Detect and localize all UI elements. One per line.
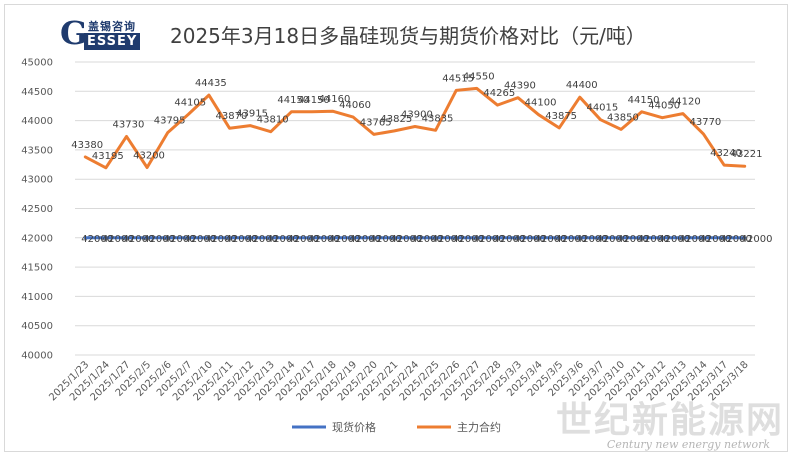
futures-data-label: 44160 — [319, 94, 351, 105]
futures-data-label: 44435 — [195, 78, 227, 89]
futures-data-label: 43240 — [710, 148, 742, 159]
futures-data-label: 43810 — [257, 115, 289, 126]
futures-data-label: 43900 — [401, 109, 433, 120]
spot-data-label: 42000 — [123, 234, 155, 245]
futures-data-label: 43765 — [360, 117, 392, 128]
futures-data-label: 44060 — [339, 100, 371, 111]
futures-data-label: 43915 — [236, 109, 268, 120]
y-tick-label: 40000 — [21, 351, 53, 362]
legend-spot-label: 现货价格 — [332, 420, 376, 434]
spot-data-label: 42000 — [349, 234, 381, 245]
legend-futures-label: 主力合约 — [457, 420, 501, 434]
futures-data-label: 44120 — [669, 97, 701, 108]
spot-data-label: 42000 — [617, 234, 649, 245]
futures-data-label: 43870 — [216, 111, 248, 122]
spot-data-label: 42000 — [699, 234, 731, 245]
spot-data-label: 42000 — [102, 234, 134, 245]
futures-data-label: 43380 — [71, 140, 103, 151]
spot-data-label: 42000 — [473, 234, 505, 245]
logo-chinese: 盖锡咨询 — [88, 20, 136, 33]
spot-data-label: 42000 — [308, 234, 340, 245]
spot-data-label: 42000 — [535, 234, 567, 245]
spot-data-label: 42000 — [143, 234, 175, 245]
y-tick-label: 42500 — [21, 204, 53, 215]
spot-data-label: 42000 — [411, 234, 443, 245]
y-tick-label: 42000 — [21, 233, 53, 244]
futures-data-label: 44150 — [277, 95, 309, 106]
futures-data-label: 43795 — [154, 116, 186, 127]
logo-english: ESSEY — [84, 33, 141, 50]
y-tick-label: 40500 — [21, 321, 53, 332]
futures-data-label: 43195 — [92, 151, 124, 162]
spot-data-label: 42000 — [576, 234, 608, 245]
futures-data-label: 43825 — [380, 114, 412, 125]
futures-data-label: 44265 — [483, 88, 515, 99]
gessey-logo: G 盖锡咨询 ESSEY — [60, 14, 141, 54]
y-tick-label: 43500 — [21, 145, 53, 156]
chart-title: 2025年3月18日多晶硅现货与期货价格对比（元/吨） — [170, 24, 646, 48]
spot-data-label: 42000 — [741, 234, 773, 245]
spot-data-label: 42000 — [226, 234, 258, 245]
spot-data-label: 42000 — [267, 234, 299, 245]
futures-data-label: 43770 — [689, 117, 721, 128]
y-tick-label: 45000 — [21, 58, 53, 69]
y-tick-label: 44500 — [21, 87, 53, 98]
futures-data-label: 44515 — [442, 73, 474, 84]
spot-data-label: 42000 — [329, 234, 361, 245]
spot-data-label: 42000 — [184, 234, 216, 245]
watermark-english: Century new energy network — [606, 438, 770, 451]
futures-data-label: 44105 — [174, 97, 206, 108]
spot-data-label: 42000 — [514, 234, 546, 245]
y-tick-label: 43000 — [21, 175, 53, 186]
spot-data-label: 42000 — [287, 234, 319, 245]
futures-data-label: 44550 — [463, 71, 495, 82]
spot-data-label: 42000 — [555, 234, 587, 245]
spot-data-label: 42000 — [596, 234, 628, 245]
futures-data-label: 44015 — [586, 103, 618, 114]
spot-data-label: 42000 — [638, 234, 670, 245]
spot-data-label: 42000 — [81, 234, 113, 245]
spot-data-label: 42000 — [493, 234, 525, 245]
futures-contract-line — [83, 86, 747, 170]
futures-data-label: 43875 — [545, 111, 577, 122]
y-tick-label: 41500 — [21, 263, 53, 274]
spot-data-label: 42000 — [452, 234, 484, 245]
futures-data-label: 43221 — [731, 149, 763, 160]
logo-letter: G — [60, 14, 88, 52]
spot-data-label: 42000 — [432, 234, 464, 245]
y-tick-label: 44000 — [21, 116, 53, 127]
spot-data-label: 42000 — [246, 234, 278, 245]
futures-data-label: 43730 — [113, 119, 145, 130]
spot-data-label: 42000 — [205, 234, 237, 245]
futures-data-label: 43835 — [422, 113, 454, 124]
spot-data-label: 42000 — [720, 234, 752, 245]
futures-data-label: 44400 — [566, 80, 598, 91]
watermark: 世纪新能源网 Century new energy network — [554, 400, 784, 451]
watermark-chinese: 世纪新能源网 — [555, 399, 784, 441]
chart-frame — [4, 4, 788, 452]
futures-data-label: 44150 — [298, 95, 330, 106]
futures-data-label: 44050 — [648, 101, 680, 112]
futures-data-label: 43200 — [133, 150, 165, 161]
y-tick-label: 41000 — [21, 292, 53, 303]
spot-data-label: 42000 — [164, 234, 196, 245]
spot-data-label: 42000 — [658, 234, 690, 245]
futures-data-label: 43850 — [607, 112, 639, 123]
spot-data-label: 42000 — [370, 234, 402, 245]
spot-data-label: 42000 — [390, 234, 422, 245]
futures-data-label: 44150 — [628, 95, 660, 106]
futures-data-label: 44390 — [504, 81, 536, 92]
futures-data-label: 44100 — [525, 98, 557, 109]
spot-data-label: 42000 — [679, 234, 711, 245]
